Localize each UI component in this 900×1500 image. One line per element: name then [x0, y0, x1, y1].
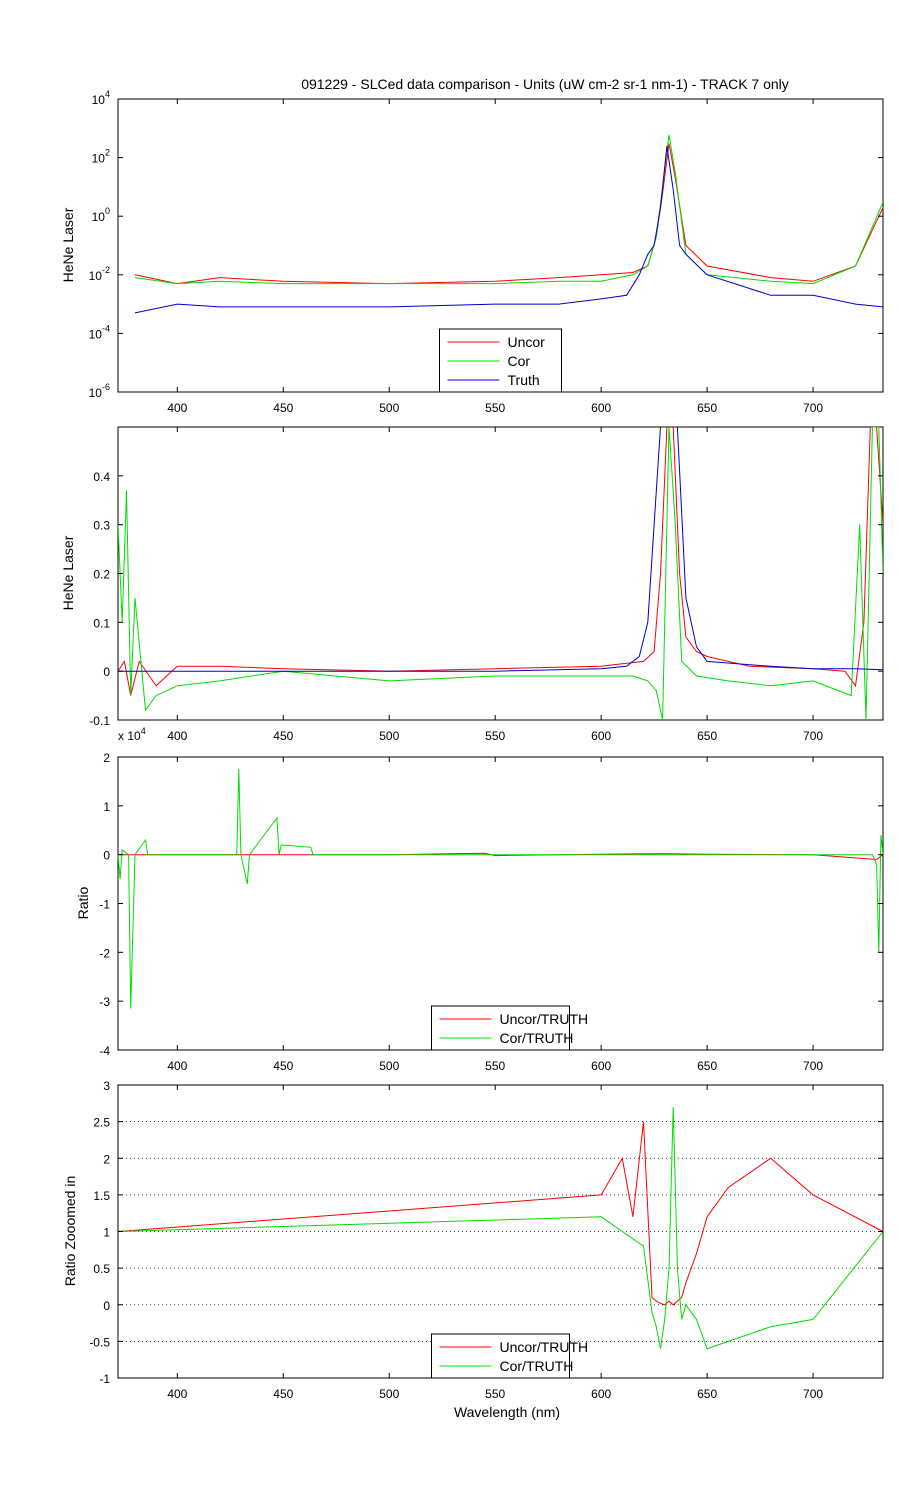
y-tick-label: 0: [103, 1299, 110, 1313]
x-tick-label: 400: [167, 1387, 187, 1401]
x-tick-label: 500: [379, 1387, 399, 1401]
y-tick-label: 0.3: [93, 519, 110, 533]
x-tick-label: 500: [379, 729, 399, 743]
legend-entry: Uncor/TRUTH: [500, 1011, 589, 1027]
legend-entry: Cor: [508, 353, 531, 369]
x-tick-label: 600: [591, 1387, 611, 1401]
x-tick-label: 400: [167, 1059, 187, 1073]
y-tick-label: 1: [103, 800, 110, 814]
x-tick-label: 600: [591, 1059, 611, 1073]
panel-3: 400 450 500 550 600 650 700 -4 -3 -2 -1 0 1 2 x 104 R…: [75, 726, 884, 1073]
panel-4-legend: Uncor/TRUTH Cor/TRUTH: [431, 1333, 589, 1379]
y-tick-label: 2.5: [93, 1116, 110, 1130]
y-tick-label: 0.4: [93, 470, 110, 484]
x-tick-label: 700: [803, 401, 823, 415]
x-tick-label: 400: [167, 729, 187, 743]
x-tick-label: 650: [697, 401, 717, 415]
panel-4-ticks: 400 450 500 550 600 650 700 -1 -0.5 0 0.5 1 1.5 2 2.5 3: [89, 1079, 883, 1401]
y-tick-label: 0.2: [93, 568, 110, 582]
series-line-truth: [118, 427, 883, 672]
x-tick-label: 450: [273, 401, 293, 415]
x-tick-label: 700: [803, 1387, 823, 1401]
y-tick-label: -4: [99, 1044, 110, 1058]
y-tick-label: -0.1: [89, 714, 110, 728]
y-tick-label: 102: [92, 148, 110, 166]
x-tick-label: 600: [591, 401, 611, 415]
series-line-cor-truth: [118, 1106, 883, 1350]
x-tick-label: 550: [485, 1059, 505, 1073]
legend-entry: Cor/TRUTH: [500, 1358, 574, 1374]
x-tick-label: 600: [591, 729, 611, 743]
panel-4: 400 450 500 550 600 650 700 -1 -0.5 0 0.5 1 1.5 2 2.5 3…: [62, 1079, 884, 1401]
y-tick-label: 2: [103, 1152, 110, 1166]
series-line-uncor: [118, 427, 883, 696]
panel-2: 400 450 500 550 600 650 700 -0.1 0 0.1 0.2 0.3 0.4 H…: [60, 426, 884, 743]
panel-3-ticks: 400 450 500 550 600 650 700 -4 -3 -2 -1 0 1 2: [99, 751, 883, 1073]
panel-3-y-multiplier: x 104: [118, 726, 146, 743]
panel-1-ylabel: HeNe Laser: [60, 207, 76, 282]
y-tick-label: 3: [103, 1079, 110, 1093]
panel-4-ylabel: Ratio Zooomed in: [62, 1176, 78, 1287]
x-tick-label: 400: [167, 401, 187, 415]
y-tick-label: 2: [103, 751, 110, 765]
x-tick-label: 450: [273, 729, 293, 743]
figure-title: 091229 - SLCed data comparison - Units (…: [301, 76, 789, 92]
series-line-cor: [118, 427, 883, 720]
panel-3-series: [118, 769, 883, 1009]
panel-3-legend: Uncor/TRUTH Cor/TRUTH: [431, 1005, 589, 1051]
panel-2-ylabel: HeNe Laser: [60, 535, 76, 610]
y-tick-label: 0: [103, 849, 110, 863]
panel-3-plot-area: [117, 756, 884, 1051]
x-tick-label: 550: [485, 401, 505, 415]
panel-2-series: [118, 427, 883, 720]
series-line-uncor-truth: [118, 1121, 883, 1306]
y-tick-label: 10-6: [89, 382, 110, 400]
panel-1-legend: Uncor Cor Truth: [439, 328, 562, 393]
series-line-truth: [134, 145, 883, 314]
y-tick-label: -3: [99, 995, 110, 1009]
legend-entry: Cor/TRUTH: [500, 1030, 574, 1046]
y-tick-label: 0.1: [93, 616, 110, 630]
x-tick-label: 550: [485, 1387, 505, 1401]
x-tick-label: 450: [273, 1387, 293, 1401]
y-tick-label: 1.5: [93, 1189, 110, 1203]
panel-3-ylabel: Ratio: [75, 886, 91, 919]
legend-entry: Uncor/TRUTH: [500, 1339, 589, 1355]
legend-entry: Truth: [508, 372, 540, 388]
panel-1: 400 450 500 550 600 650 700 10-6 10-4 10-2 100 102 1…: [60, 89, 884, 415]
x-tick-label: 450: [273, 1059, 293, 1073]
panel-4-plot-area: [117, 1084, 884, 1379]
series-line-cor-truth: [118, 769, 883, 1009]
legend-entry: Uncor: [508, 334, 546, 350]
x-tick-label: 700: [803, 1059, 823, 1073]
x-tick-label: 550: [485, 729, 505, 743]
x-tick-label: 650: [697, 729, 717, 743]
y-tick-label: -1: [99, 1372, 110, 1386]
series-line-cor: [134, 134, 883, 285]
y-tick-label: -0.5: [89, 1335, 110, 1349]
panel-1-series: [134, 134, 883, 314]
y-tick-label: 104: [92, 89, 110, 107]
x-tick-label: 500: [379, 1059, 399, 1073]
y-tick-label: 10-2: [89, 265, 110, 283]
y-tick-label: 0.5: [93, 1262, 110, 1276]
y-tick-label: 10-4: [89, 323, 110, 341]
y-tick-label: -2: [99, 946, 110, 960]
panel-4-series: [118, 1106, 883, 1350]
x-tick-label: 650: [697, 1059, 717, 1073]
panel-1-ticks: 400 450 500 550 600 650 700 10-6 10-4 10-2 100 102 1…: [89, 89, 883, 415]
legend-box: [431, 1333, 570, 1379]
y-tick-label: 0: [103, 665, 110, 679]
panel-2-ticks: 400 450 500 550 600 650 700 -0.1 0 0.1 0.2 0.3 0.4: [89, 427, 883, 743]
y-tick-label: -1: [99, 898, 110, 912]
y-tick-label: 1: [103, 1226, 110, 1240]
legend-box: [431, 1005, 570, 1051]
x-tick-label: 700: [803, 729, 823, 743]
y-tick-label: 100: [92, 206, 110, 224]
x-tick-label: 650: [697, 1387, 717, 1401]
x-tick-label: 500: [379, 401, 399, 415]
x-axis-label: Wavelength (nm): [454, 1404, 560, 1420]
